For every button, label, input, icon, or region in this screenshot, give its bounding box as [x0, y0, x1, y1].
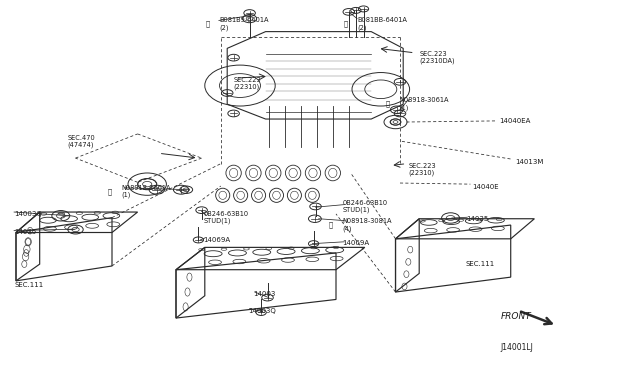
Text: 14069A: 14069A — [342, 240, 369, 246]
Text: Ⓝ: Ⓝ — [108, 188, 112, 195]
Text: 14003Q: 14003Q — [248, 308, 276, 314]
Text: N08918-3081A
(4): N08918-3081A (4) — [342, 218, 392, 232]
Text: N08918-3061A
(1): N08918-3061A (1) — [122, 185, 171, 198]
Text: SEC.470
(47474): SEC.470 (47474) — [67, 135, 95, 148]
Text: 14035: 14035 — [466, 217, 488, 222]
Text: Ⓝ: Ⓝ — [329, 222, 333, 228]
Text: 14003: 14003 — [253, 291, 275, 297]
Text: B081B9-6401A
(2): B081B9-6401A (2) — [219, 17, 268, 31]
Text: 14035: 14035 — [14, 230, 36, 235]
Text: J14001LJ: J14001LJ — [500, 343, 533, 352]
Text: Ⓝ: Ⓝ — [205, 21, 209, 28]
Text: 14040E: 14040E — [472, 184, 499, 190]
Text: 14003Q: 14003Q — [14, 211, 42, 217]
Text: SEC.111: SEC.111 — [14, 282, 44, 288]
Text: 14013M: 14013M — [515, 159, 543, 165]
Text: 0B246-63B10
STUD(1): 0B246-63B10 STUD(1) — [204, 211, 249, 224]
Text: Ⓝ: Ⓝ — [386, 101, 390, 108]
Text: 14040EA: 14040EA — [499, 118, 531, 124]
Text: 0B246-63B10
STUD(1): 0B246-63B10 STUD(1) — [342, 200, 388, 213]
Text: N08918-3061A
(1): N08918-3061A (1) — [399, 97, 449, 111]
Text: FRONT: FRONT — [500, 312, 531, 321]
Text: SEC.223
(22310DA): SEC.223 (22310DA) — [419, 51, 455, 64]
Text: SEC.223
(22310): SEC.223 (22310) — [408, 163, 436, 176]
Text: B081BB-6401A
(2): B081BB-6401A (2) — [357, 17, 407, 31]
Text: SEC.223
(22310): SEC.223 (22310) — [234, 77, 261, 90]
Text: Ⓝ: Ⓝ — [344, 21, 348, 28]
Text: SEC.111: SEC.111 — [466, 261, 495, 267]
Text: 14069A: 14069A — [204, 237, 230, 243]
